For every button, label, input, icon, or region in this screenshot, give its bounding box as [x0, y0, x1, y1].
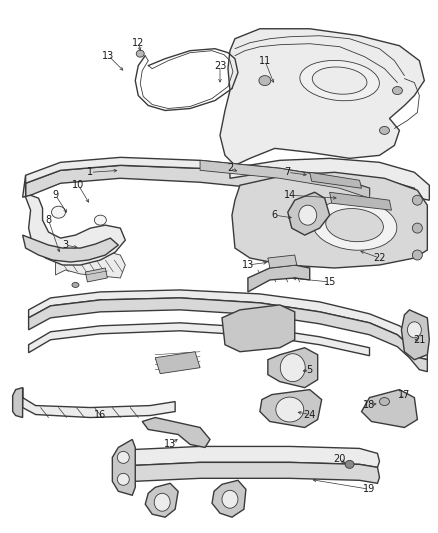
Polygon shape	[25, 157, 370, 195]
Polygon shape	[230, 158, 429, 200]
Polygon shape	[28, 290, 427, 360]
Polygon shape	[155, 352, 200, 374]
Text: 19: 19	[364, 484, 376, 494]
Polygon shape	[130, 462, 379, 486]
Polygon shape	[232, 172, 427, 268]
Polygon shape	[222, 305, 295, 352]
Ellipse shape	[276, 397, 304, 422]
Text: 12: 12	[132, 38, 145, 48]
Ellipse shape	[117, 451, 129, 463]
Text: 3: 3	[63, 240, 69, 250]
Text: 13: 13	[102, 51, 114, 61]
Ellipse shape	[312, 67, 367, 94]
Polygon shape	[130, 447, 379, 470]
Polygon shape	[23, 235, 118, 262]
Ellipse shape	[300, 60, 379, 101]
Ellipse shape	[413, 195, 422, 205]
Text: 5: 5	[307, 365, 313, 375]
Text: 10: 10	[72, 180, 85, 190]
Polygon shape	[56, 248, 125, 278]
Text: 13: 13	[242, 260, 254, 270]
Polygon shape	[85, 268, 107, 282]
Text: 2: 2	[227, 163, 233, 173]
Polygon shape	[268, 255, 297, 268]
Polygon shape	[142, 417, 210, 447]
Text: 6: 6	[272, 210, 278, 220]
Text: 13: 13	[164, 439, 176, 449]
Ellipse shape	[326, 208, 383, 241]
Text: 14: 14	[284, 190, 296, 200]
Polygon shape	[288, 192, 330, 235]
Text: 21: 21	[413, 335, 426, 345]
Ellipse shape	[95, 215, 106, 225]
Ellipse shape	[379, 126, 389, 134]
Text: 17: 17	[398, 390, 410, 400]
Polygon shape	[212, 480, 246, 517]
Polygon shape	[268, 348, 318, 387]
Ellipse shape	[407, 322, 421, 338]
Polygon shape	[248, 265, 310, 292]
Ellipse shape	[345, 461, 354, 469]
Ellipse shape	[312, 200, 397, 250]
Ellipse shape	[299, 205, 317, 225]
Text: 24: 24	[304, 409, 316, 419]
Polygon shape	[330, 192, 392, 210]
Polygon shape	[13, 387, 23, 417]
Ellipse shape	[259, 76, 271, 86]
Polygon shape	[310, 172, 361, 188]
Polygon shape	[28, 323, 370, 356]
Ellipse shape	[413, 250, 422, 260]
Text: 16: 16	[94, 409, 106, 419]
Polygon shape	[112, 439, 135, 495]
Polygon shape	[23, 175, 125, 265]
Text: 9: 9	[53, 190, 59, 200]
Text: 20: 20	[333, 455, 346, 464]
Polygon shape	[28, 298, 427, 372]
Text: 7: 7	[285, 167, 291, 177]
Polygon shape	[25, 165, 370, 210]
Ellipse shape	[136, 50, 144, 57]
Ellipse shape	[392, 86, 403, 94]
Text: 8: 8	[46, 215, 52, 225]
Polygon shape	[361, 390, 417, 427]
Ellipse shape	[413, 223, 422, 233]
Polygon shape	[23, 387, 175, 417]
Polygon shape	[220, 29, 424, 165]
Ellipse shape	[117, 473, 129, 486]
Text: 1: 1	[87, 167, 93, 177]
Text: 22: 22	[373, 253, 386, 263]
Text: 15: 15	[323, 277, 336, 287]
Ellipse shape	[280, 354, 305, 382]
Ellipse shape	[52, 206, 66, 218]
Polygon shape	[260, 390, 321, 427]
Polygon shape	[145, 483, 178, 517]
Polygon shape	[401, 310, 429, 360]
Text: 18: 18	[364, 400, 376, 409]
Ellipse shape	[379, 398, 389, 406]
Polygon shape	[200, 160, 370, 198]
Text: 23: 23	[214, 61, 226, 71]
Ellipse shape	[72, 282, 79, 287]
Text: 11: 11	[259, 55, 271, 66]
Ellipse shape	[222, 490, 238, 508]
Ellipse shape	[154, 493, 170, 511]
